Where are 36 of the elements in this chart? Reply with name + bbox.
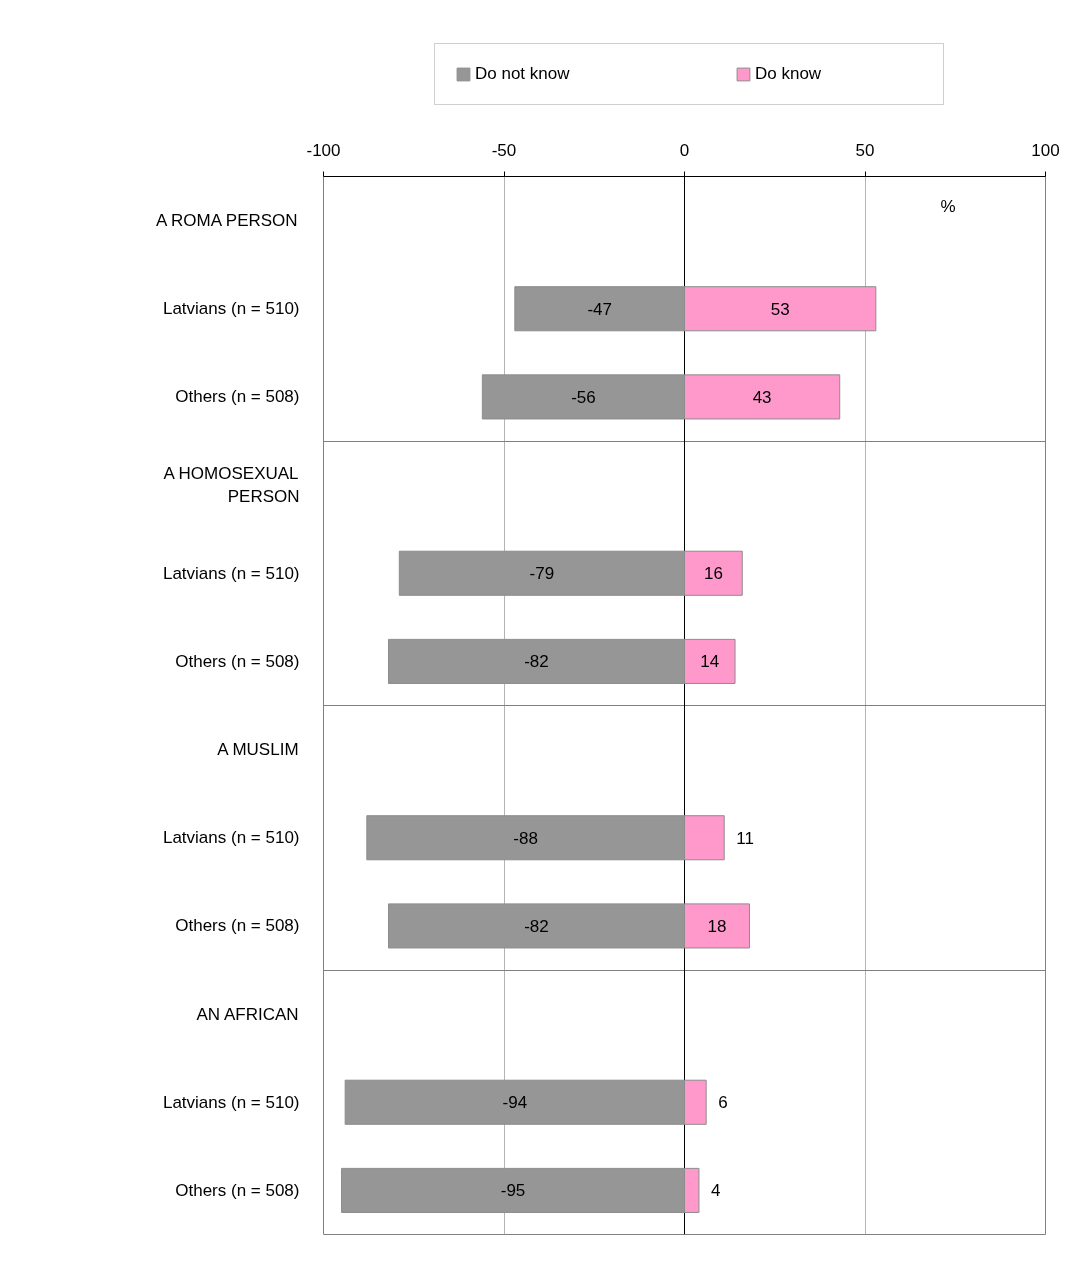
y-tick-label: A ROMA PERSON — [155, 211, 298, 231]
x-tick-label: 0 — [679, 140, 690, 160]
y-tick-label: Latvians (n = 510) — [162, 563, 300, 583]
data-label: 16 — [703, 564, 723, 584]
y-tick-label: Others (n = 508) — [175, 651, 300, 671]
data-label: -47 — [587, 299, 612, 319]
y-tick-label: Latvians (n = 510) — [162, 828, 300, 848]
x-tick-label: 50 — [855, 140, 875, 160]
y-tick-label: Latvians (n = 510) — [162, 299, 300, 319]
y-tick-label: AN AFRICAN — [196, 1004, 299, 1024]
data-label: 43 — [752, 387, 772, 407]
y-tick-label: Others (n = 508) — [175, 916, 300, 936]
data-label: -95 — [500, 1181, 526, 1201]
data-label: -56 — [571, 387, 596, 407]
x-tick-label: -100 — [306, 140, 341, 160]
data-label: -82 — [524, 916, 549, 936]
y-tick-label: A HOMOSEXUAL PERSON — [163, 464, 300, 506]
data-label: -79 — [529, 564, 555, 584]
legend-label: Do not know — [475, 64, 571, 84]
x-tick-label: -50 — [491, 140, 517, 160]
data-label: -82 — [524, 652, 549, 672]
data-label: 11 — [736, 828, 754, 848]
y-tick-label: Others (n = 508) — [175, 1180, 300, 1200]
y-tick-label: A MUSLIM — [217, 740, 299, 760]
y-tick-label: Latvians (n = 510) — [162, 1092, 300, 1112]
data-label: -94 — [502, 1093, 528, 1113]
data-label: 4 — [710, 1181, 721, 1201]
x-tick-label: 100 — [1031, 140, 1060, 160]
annotation: % — [940, 196, 956, 216]
legend-label: Do know — [755, 64, 823, 84]
data-label: 14 — [700, 652, 720, 672]
y-tick-label: Others (n = 508) — [175, 387, 300, 407]
data-label: -88 — [513, 828, 538, 848]
data-label: 53 — [770, 299, 790, 319]
data-label: 18 — [707, 916, 727, 936]
data-label: 6 — [718, 1093, 728, 1113]
